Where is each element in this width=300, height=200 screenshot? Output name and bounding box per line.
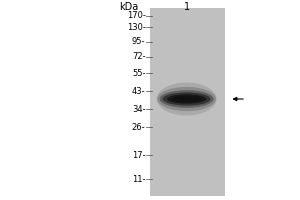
Text: 1: 1 [184, 2, 190, 12]
Text: 34-: 34- [132, 105, 146, 114]
Text: 17-: 17- [132, 151, 146, 160]
Ellipse shape [160, 90, 214, 108]
Text: 55-: 55- [132, 68, 146, 77]
Bar [150, 8, 225, 196]
Text: 72-: 72- [132, 52, 146, 61]
Text: 11-: 11- [132, 174, 146, 184]
Ellipse shape [172, 96, 202, 102]
Text: 170-: 170- [127, 11, 146, 21]
Text: 95-: 95- [132, 38, 146, 46]
Ellipse shape [157, 82, 217, 116]
Text: 26-: 26- [132, 122, 146, 132]
Ellipse shape [157, 87, 216, 111]
Ellipse shape [167, 94, 206, 104]
Text: 130-: 130- [127, 22, 146, 31]
Text: kDa: kDa [119, 2, 138, 12]
Ellipse shape [163, 92, 211, 106]
Text: 43-: 43- [132, 87, 146, 96]
